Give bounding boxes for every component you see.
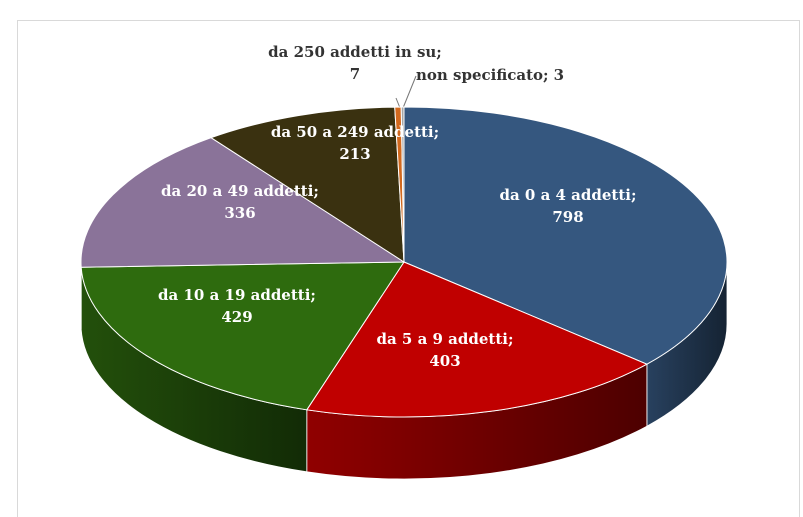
value-label: 798 [552,208,583,226]
pie-slice [80,261,405,411]
value-label: 429 [221,308,252,326]
pie-slice [305,261,649,418]
category-label: da 250 addetti in su; [268,43,442,61]
value-label: 403 [429,352,460,370]
value-label: 213 [339,145,370,163]
pie-slice [400,106,405,263]
category-label: da 50 a 249 addetti; [271,123,439,141]
pie-slice [403,106,728,365]
category-label: da 20 a 49 addetti; [161,182,319,200]
category-label: non specificato; [416,66,549,84]
data-label: non specificato; 3 [416,66,564,84]
pie-slice [209,106,405,263]
value-label: 336 [224,204,255,222]
category-label: da 10 a 19 addetti; [158,286,316,304]
value-label: 3 [554,66,564,84]
pie-slice [80,137,406,268]
category-label: da 5 a 9 addetti; [376,330,513,348]
leader-line [402,75,417,109]
value-label: 7 [350,65,360,83]
leader-line [395,97,401,109]
category-label: da 0 a 4 addetti; [499,186,636,204]
